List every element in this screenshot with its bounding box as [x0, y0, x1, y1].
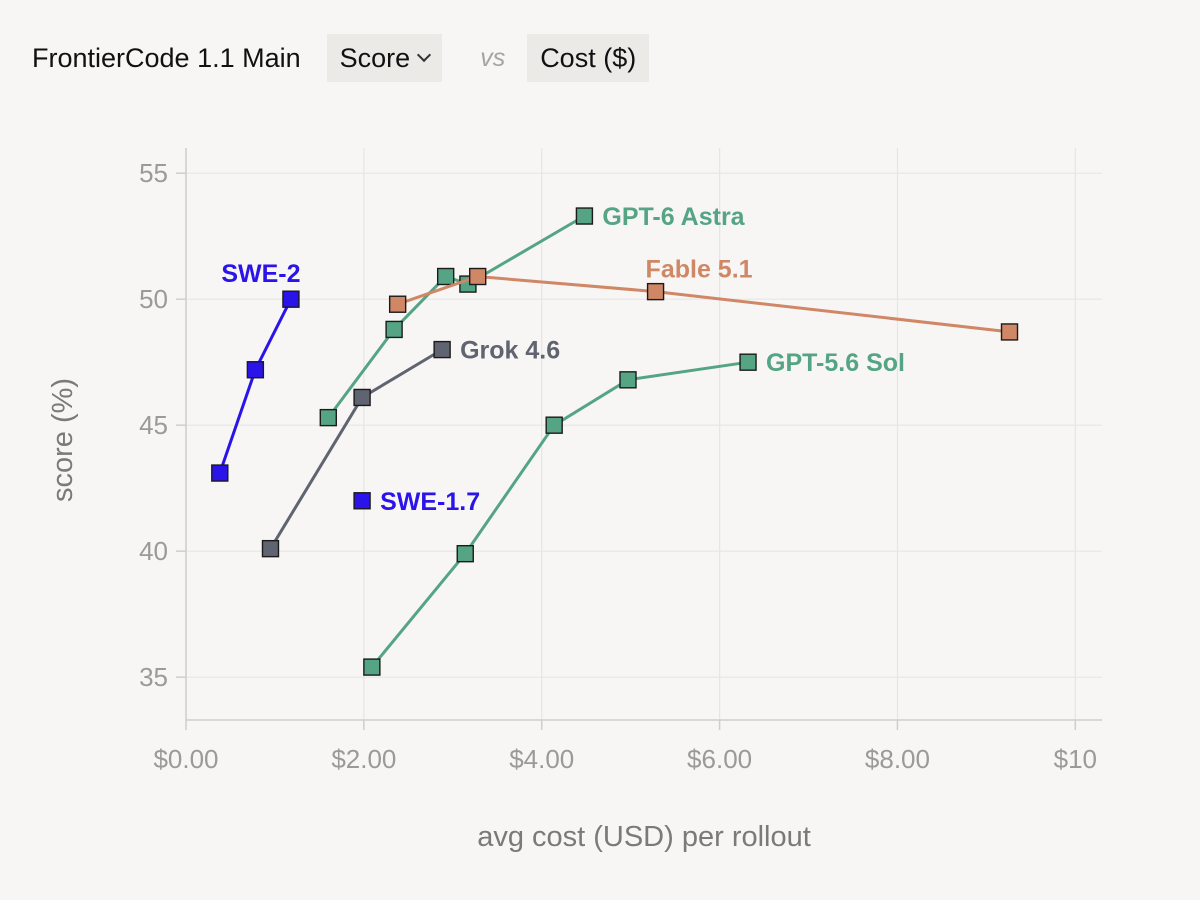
series-label-fable-5-1: Fable 5.1	[646, 256, 753, 284]
data-point-fable-5-1	[468, 267, 487, 286]
x-tick-label: $6.00	[687, 744, 752, 774]
x-tick-label: $10	[1054, 744, 1097, 774]
data-point-gpt-5-6-sol	[545, 416, 563, 434]
data-point-grok-4-6	[433, 340, 451, 359]
data-point-gpt-5-6-sol	[739, 353, 757, 371]
x-tick-label: $0.00	[153, 744, 218, 774]
data-point-gpt-5-6-sol	[363, 658, 381, 676]
data-point-swe-2	[211, 464, 229, 482]
x-tick-label: $4.00	[509, 744, 574, 774]
data-point-gpt-6-astra	[385, 320, 403, 339]
benchmark-title: FrontierCode 1.1 Main	[32, 42, 301, 73]
data-point-gpt-5-6-sol	[619, 371, 637, 389]
series-gpt-6-astra: GPT-6 Astra	[319, 203, 746, 427]
data-point-grok-4-6	[261, 539, 280, 558]
x-tick-label: $2.00	[331, 744, 396, 774]
series-fable-5-1: Fable 5.1	[388, 256, 1019, 341]
data-point-fable-5-1	[1000, 323, 1019, 341]
y-axis-title: score (%)	[47, 378, 79, 502]
compare-metric-label: Cost ($)	[540, 42, 637, 73]
y-tick-label: 35	[139, 662, 168, 692]
series-gpt-5-6-sol: GPT-5.6 Sol	[363, 349, 905, 676]
series-swe-2: SWE-2	[211, 260, 301, 482]
series-line-swe-2	[218, 298, 293, 474]
data-point-swe-2	[246, 361, 265, 379]
data-point-swe-1-7	[353, 492, 371, 510]
series-label-gpt-5-6-sol: GPT-5.6 Sol	[766, 349, 905, 377]
data-point-gpt-6-astra	[436, 267, 455, 286]
chart-header: FrontierCode 1.1 Main Score vs Cost ($)	[32, 34, 650, 82]
data-point-swe-2	[282, 290, 300, 308]
metric-dropdown-label: Score	[339, 42, 411, 73]
vs-label: vs	[480, 43, 506, 72]
series-label-swe-2: SWE-2	[221, 260, 300, 288]
data-point-gpt-6-astra	[319, 408, 337, 427]
series-grok-4-6: Grok 4.6	[261, 337, 560, 558]
series-label-gpt-6-astra: GPT-6 Astra	[602, 203, 745, 231]
y-tick-label: 40	[139, 536, 168, 566]
y-tick-label: 55	[139, 158, 168, 188]
series-label-grok-4-6: Grok 4.6	[460, 337, 560, 365]
series-line-fable-5-1	[397, 274, 1010, 334]
grid-lines	[185, 148, 1102, 720]
data-point-gpt-6-astra	[575, 207, 594, 225]
data-point-fable-5-1	[388, 295, 407, 313]
series-line-gpt-6-astra	[327, 214, 586, 419]
y-tick-label: 45	[139, 410, 168, 440]
compare-metric[interactable]: Cost ($)	[527, 34, 650, 82]
metric-dropdown[interactable]: Score	[326, 34, 443, 82]
series-swe-1-7: SWE-1.7	[353, 488, 480, 516]
data-point-fable-5-1	[646, 282, 665, 301]
x-axis-title: avg cost (USD) per rollout	[477, 821, 811, 853]
y-tick-label: 50	[139, 284, 168, 314]
series-label-swe-1-7: SWE-1.7	[380, 488, 480, 516]
data-point-gpt-5-6-sol	[456, 544, 474, 563]
x-tick-label: $8.00	[865, 744, 930, 774]
data-point-grok-4-6	[353, 388, 371, 407]
